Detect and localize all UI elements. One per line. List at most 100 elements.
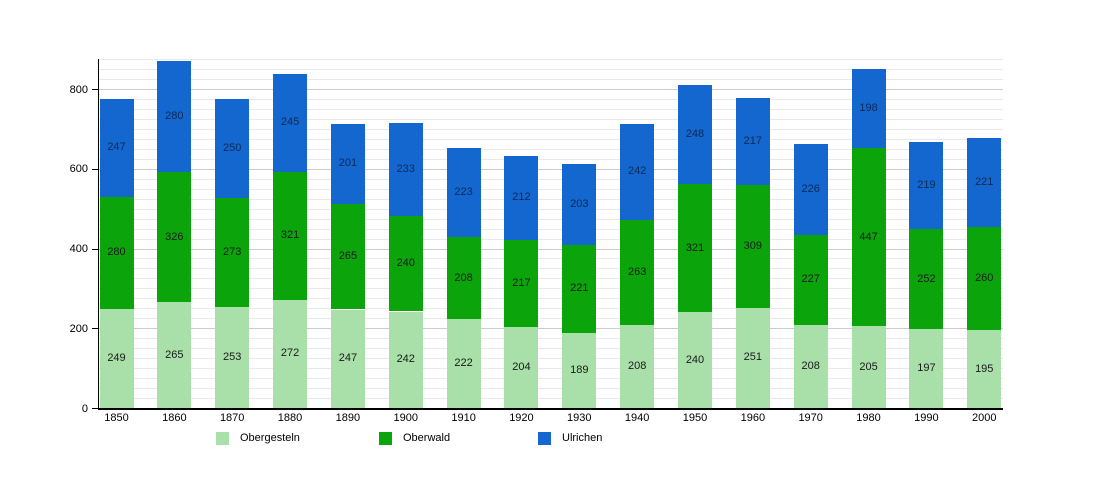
- bar-segment-obergesteln-1920: 204: [504, 326, 539, 408]
- segment-value-label: 321: [280, 229, 300, 242]
- legend-label-obergesteln: Obergesteln: [240, 432, 300, 444]
- segment-value-label: 240: [685, 353, 705, 366]
- h-gridline: [99, 268, 1003, 270]
- x-tick-label-1860: 1860: [162, 412, 187, 424]
- segment-value-label: 221: [570, 282, 589, 295]
- segment-value-label: 250: [223, 141, 242, 154]
- h-gridline: [99, 59, 1003, 61]
- legend: Obergesteln Oberwald Ulrichen: [0, 430, 1100, 450]
- bar-segment-obergesteln-1990: 197: [909, 329, 944, 408]
- x-tick-label-1950: 1950: [682, 412, 708, 424]
- bar-segment-ulrichen-1860: 280: [157, 60, 192, 173]
- segment-value-label: 212: [512, 191, 531, 204]
- h-gridline: [99, 208, 1003, 210]
- segment-value-label: 247: [107, 141, 126, 154]
- h-gridline: [99, 158, 1003, 160]
- bar-segment-oberwald-1860: 326: [157, 172, 192, 303]
- bar-segment-ulrichen-1960: 217: [735, 98, 770, 185]
- x-tick-label-1890: 1890: [335, 412, 361, 424]
- bar-segment-oberwald-1880: 321: [273, 171, 308, 300]
- segment-value-label: 280: [107, 246, 126, 259]
- h-gridline: [99, 178, 1003, 180]
- bar-segment-obergesteln-1930: 189: [562, 332, 597, 408]
- segment-value-label: 248: [685, 128, 705, 141]
- x-tick-label-1970: 1970: [798, 412, 823, 424]
- bar-segment-oberwald-1910: 208: [446, 236, 481, 320]
- legend-item-obergesteln: Obergesteln: [216, 430, 300, 446]
- segment-value-label: 223: [454, 185, 473, 198]
- x-tick-label-1930: 1930: [567, 412, 592, 424]
- h-gridline: [99, 228, 1003, 230]
- segment-value-label: 265: [338, 250, 358, 263]
- x-tick-label-1850: 1850: [104, 412, 129, 424]
- bar-segment-oberwald-1980: 447: [851, 148, 886, 327]
- h-gridline: [99, 248, 1003, 250]
- h-gridline: [99, 168, 1003, 170]
- segment-value-label: 273: [223, 246, 242, 259]
- h-gridline: [99, 79, 1003, 81]
- h-gridline: [99, 258, 1003, 260]
- bar-segment-obergesteln-1970: 208: [793, 325, 828, 408]
- bar-segment-ulrichen-2000: 221: [967, 138, 1002, 227]
- bar-segment-oberwald-1990: 252: [909, 228, 944, 330]
- h-gridline: [99, 288, 1003, 290]
- segment-value-label: 240: [396, 257, 415, 270]
- h-gridline: [99, 198, 1003, 200]
- legend-label-ulrichen: Ulrichen: [562, 432, 603, 444]
- bar-segment-oberwald-1900: 240: [388, 215, 423, 312]
- segment-value-label: 219: [917, 178, 936, 191]
- y-axis-tick: [92, 89, 98, 90]
- segment-value-label: 195: [975, 362, 994, 375]
- segment-value-label: 309: [743, 239, 763, 252]
- h-gridline: [99, 188, 1003, 190]
- segment-value-label: 242: [396, 353, 415, 366]
- bar-segment-ulrichen-1870: 250: [215, 98, 250, 199]
- h-gridline: [99, 328, 1003, 330]
- segment-value-label: 260: [975, 271, 994, 284]
- x-tick-label-1870: 1870: [219, 412, 245, 424]
- bar-segment-obergesteln-2000: 195: [967, 330, 1002, 408]
- segment-value-label: 227: [801, 273, 820, 286]
- bar-segment-obergesteln-1980: 205: [851, 326, 886, 408]
- segment-value-label: 245: [280, 116, 300, 129]
- bar-segment-obergesteln-1910: 222: [446, 319, 481, 408]
- segment-value-label: 326: [165, 230, 184, 243]
- y-axis-tick: [92, 248, 98, 250]
- y-axis-tick: [92, 168, 98, 170]
- h-gridline: [99, 358, 1003, 360]
- ulrichen-swatch-icon: [538, 431, 551, 445]
- bar-segment-obergesteln-1960: 251: [735, 307, 770, 408]
- bar-segment-oberwald-1970: 227: [793, 234, 828, 326]
- h-gridline: [99, 238, 1003, 240]
- bar-segment-oberwald-1950: 321: [678, 184, 712, 313]
- bar-segment-ulrichen-1930: 203: [562, 163, 597, 245]
- bar-segment-obergesteln-1890: 247: [330, 309, 365, 408]
- h-gridline: [99, 348, 1003, 350]
- x-tick-label-1900: 1900: [393, 412, 418, 424]
- h-gridline: [99, 368, 1003, 370]
- bar-segment-oberwald-1960: 309: [735, 184, 770, 308]
- segment-value-label: 253: [223, 351, 242, 364]
- y-tick-label: 0: [81, 402, 88, 415]
- bar-segment-ulrichen-1910: 223: [446, 147, 481, 237]
- segment-value-label: 217: [743, 134, 763, 147]
- bar-segment-ulrichen-1890: 201: [330, 123, 365, 204]
- bar-segment-obergesteln-1880: 272: [273, 299, 308, 408]
- bar-segment-ulrichen-1900: 233: [388, 122, 423, 216]
- x-tick-label-1910: 1910: [451, 412, 476, 424]
- segment-value-label: 217: [512, 276, 531, 289]
- x-tick-label-1940: 1940: [624, 412, 650, 424]
- segment-value-label: 242: [627, 165, 647, 178]
- segment-value-label: 208: [801, 360, 820, 373]
- bar-segment-ulrichen-1970: 226: [793, 144, 828, 235]
- bar-segment-ulrichen-1950: 248: [678, 85, 712, 185]
- h-gridline: [99, 378, 1003, 380]
- segment-value-label: 208: [454, 271, 473, 284]
- bar-segment-ulrichen-1990: 219: [909, 141, 944, 229]
- segment-value-label: 226: [801, 182, 820, 195]
- y-axis-tick: [92, 408, 98, 409]
- segment-value-label: 321: [685, 241, 705, 254]
- segment-value-label: 233: [396, 162, 415, 175]
- h-gridline: [99, 218, 1003, 220]
